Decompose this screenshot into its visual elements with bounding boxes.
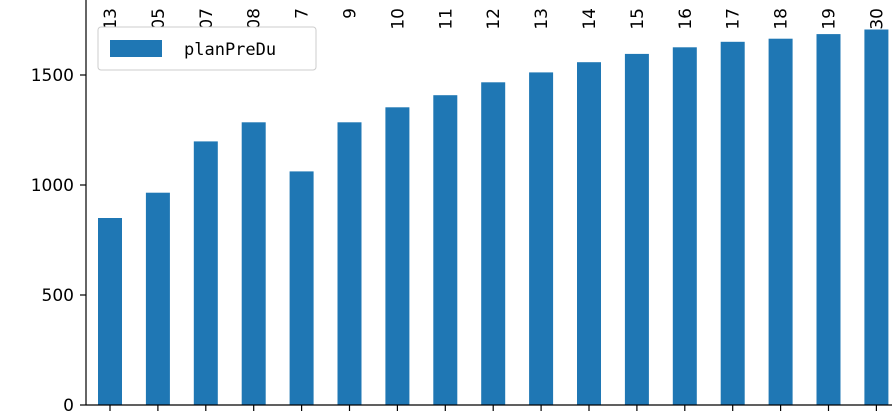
x-tick-label-9: 13 [532,8,552,30]
bar-5 [337,122,362,406]
bar-16 [864,29,889,405]
x-tick-label-16: 30 [867,8,887,30]
y-axis-ticks: 0 500 1000 1500 [31,66,86,416]
bar-3 [241,122,266,406]
x-tick-label-8: 12 [484,8,504,30]
bar-13 [720,41,745,406]
x-tick-label-0: 13 [101,8,121,30]
x-tick-label-14: 18 [772,8,792,30]
x-tick-label-7: 11 [436,8,456,30]
y-tick-label-3: 1500 [31,66,74,86]
bars-group [98,29,889,406]
x-tick-label-11: 15 [628,8,648,30]
x-tick-label-10: 14 [580,8,600,30]
legend-frame [97,26,317,71]
bar-2 [193,141,218,405]
bar-9 [529,72,554,406]
x-tick-label-4: 7 [293,8,313,19]
y-tick-label-2: 1000 [31,176,74,196]
bar-8 [481,82,506,406]
x-axis-ticks: 13 05 07 08 7 9 10 11 12 13 14 15 16 17 18 19 30 [101,8,887,411]
legend: planPreDu [97,26,317,71]
y-tick-label-0: 0 [63,396,74,416]
legend-swatch [110,40,162,57]
bar-11 [624,53,649,406]
x-tick-label-6: 10 [388,8,408,30]
bar-14 [768,38,793,405]
bar-12 [672,47,697,406]
x-tick-label-15: 19 [820,8,840,30]
x-tick-label-2: 07 [197,8,217,30]
legend-label: planPreDu [184,40,276,60]
x-tick-label-1: 05 [149,8,169,30]
x-tick-label-5: 9 [341,8,361,19]
bar-10 [577,62,601,405]
y-tick-label-1: 500 [42,286,74,306]
bar-15 [816,34,841,405]
bar-4 [289,171,314,405]
bar-7 [433,95,458,405]
bar-0 [98,218,122,405]
x-tick-label-13: 17 [724,8,744,30]
x-tick-label-3: 08 [245,8,265,30]
bar-6 [385,107,410,406]
x-tick-label-12: 16 [676,8,696,30]
bar-1 [145,192,170,405]
